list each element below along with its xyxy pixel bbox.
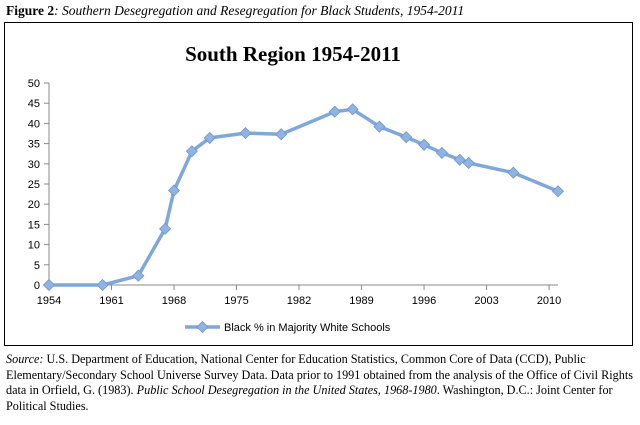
figure-title: Southern Desegregation and Resegregation… (62, 3, 465, 18)
x-tick-label: 1961 (99, 295, 123, 307)
y-tick-label: 20 (28, 199, 40, 211)
y-tick-label: 5 (34, 260, 40, 272)
data-point-marker (462, 156, 475, 170)
data-point-marker (551, 185, 565, 198)
x-tick-label: 1968 (162, 295, 186, 307)
chart-title: South Region 1954-2011 (185, 42, 401, 66)
data-point-marker (400, 131, 413, 144)
figure-title-separator: : (54, 3, 62, 18)
data-point-marker (346, 103, 359, 116)
source-note: Source: U.S. Department of Education, Na… (6, 352, 636, 414)
y-tick-label: 25 (28, 179, 40, 191)
data-point-marker (328, 105, 341, 118)
y-tick-label: 30 (28, 159, 40, 171)
source-text-end: . Washington, D.C.: Joint Center for Pol… (6, 383, 613, 413)
y-tick-label: 35 (28, 139, 40, 151)
y-tick-label: 50 (28, 78, 40, 90)
data-point-marker (275, 128, 288, 141)
chart-frame: South Region 1954-2011 0 5 10 15 20 25 30 35 40 4… (4, 22, 633, 346)
legend-label: Black % in Majority White Schools (224, 322, 391, 334)
y-tick-label: 40 (28, 118, 40, 130)
x-tick-label: 1996 (412, 295, 436, 307)
x-tick-label: 1954 (37, 295, 61, 307)
data-point-marker (167, 184, 181, 197)
data-point-marker (159, 222, 172, 235)
x-tick-label: 1975 (224, 295, 248, 307)
y-tick-label: 15 (28, 219, 40, 231)
data-point-marker (42, 278, 56, 292)
legend-marker (196, 320, 209, 334)
data-point-marker (417, 138, 431, 151)
data-point-marker (132, 269, 145, 282)
data-point-marker (96, 278, 109, 292)
data-series-line (49, 107, 559, 287)
figure-caption: Figure 2: Southern Desegregation and Res… (6, 3, 634, 19)
line-chart: South Region 1954-2011 0 5 10 15 20 25 30 35 40 4… (28, 42, 565, 334)
source-publication-title: Public School Desegregation in the Unite… (136, 383, 437, 397)
data-point-marker (239, 127, 252, 140)
data-point-marker (507, 166, 520, 179)
x-tick-label: 2003 (474, 295, 498, 307)
y-tick-label: 0 (34, 280, 40, 292)
data-point-marker (373, 120, 386, 133)
data-point-marker (203, 131, 216, 145)
data-point-marker (453, 153, 466, 166)
source-text: U.S. Department of Education, National C… (6, 352, 633, 397)
source-label: Source: (6, 352, 44, 366)
data-point-marker (185, 145, 198, 158)
x-tick-label: 2010 (537, 295, 561, 307)
y-tick-label: 10 (28, 240, 40, 252)
x-tick-label: 1982 (287, 295, 311, 307)
data-point-marker (435, 146, 448, 159)
figure-label: Figure 2 (6, 3, 55, 18)
y-tick-label: 45 (28, 98, 40, 110)
x-tick-label: 1989 (349, 295, 373, 307)
